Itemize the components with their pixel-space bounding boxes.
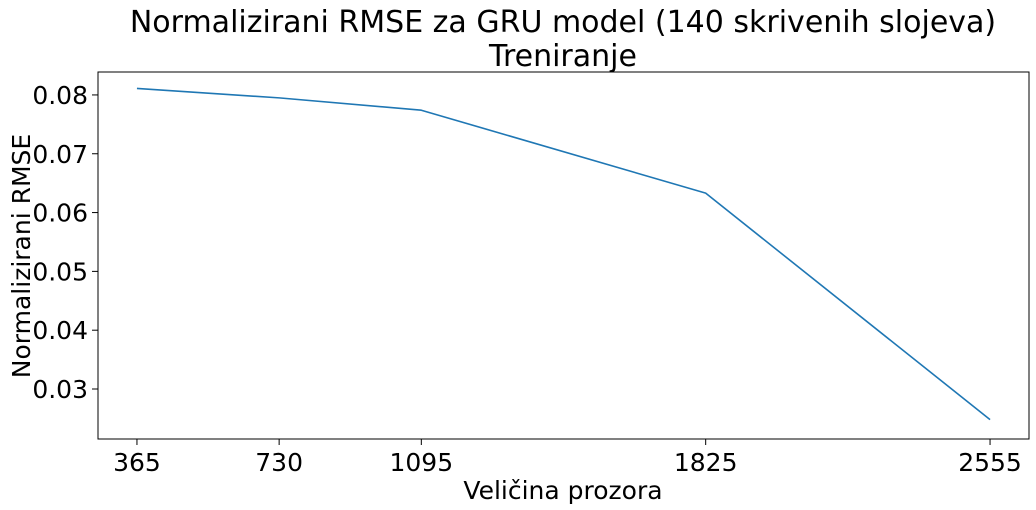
y-tick-label: 0.08 xyxy=(32,81,88,110)
y-tick-label: 0.05 xyxy=(32,257,88,286)
axis-ticks: 365 730 1095 1825 2555 0.03 0.04 0.05 0.06 0.07 0.… xyxy=(32,81,1022,477)
y-tick-label: 0.04 xyxy=(32,316,88,345)
chart-title: Normalizirani RMSE za GRU model (140 skr… xyxy=(130,5,996,40)
x-tick-label: 365 xyxy=(113,448,161,477)
x-axis-label: Veličina prozora xyxy=(463,476,662,505)
y-tick-label: 0.06 xyxy=(32,199,88,228)
y-tick-label: 0.03 xyxy=(32,375,88,404)
y-tick-label: 0.07 xyxy=(32,140,88,169)
y-axis-label: Normalizirani RMSE xyxy=(7,134,36,378)
series-line xyxy=(136,87,991,421)
x-tick-label: 2555 xyxy=(958,448,1022,477)
x-tick-label: 730 xyxy=(255,448,303,477)
series-layer xyxy=(136,87,991,421)
x-tick-label: 1825 xyxy=(674,448,738,477)
x-tick-label: 1095 xyxy=(390,448,454,477)
plot-frame xyxy=(97,71,1030,440)
chart-subtitle: Treniranje xyxy=(488,39,637,74)
